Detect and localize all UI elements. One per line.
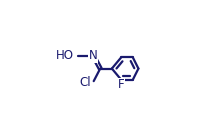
Text: HO: HO [55, 49, 73, 62]
Text: Cl: Cl [79, 76, 91, 89]
Text: N: N [88, 49, 97, 62]
Text: F: F [117, 78, 124, 91]
